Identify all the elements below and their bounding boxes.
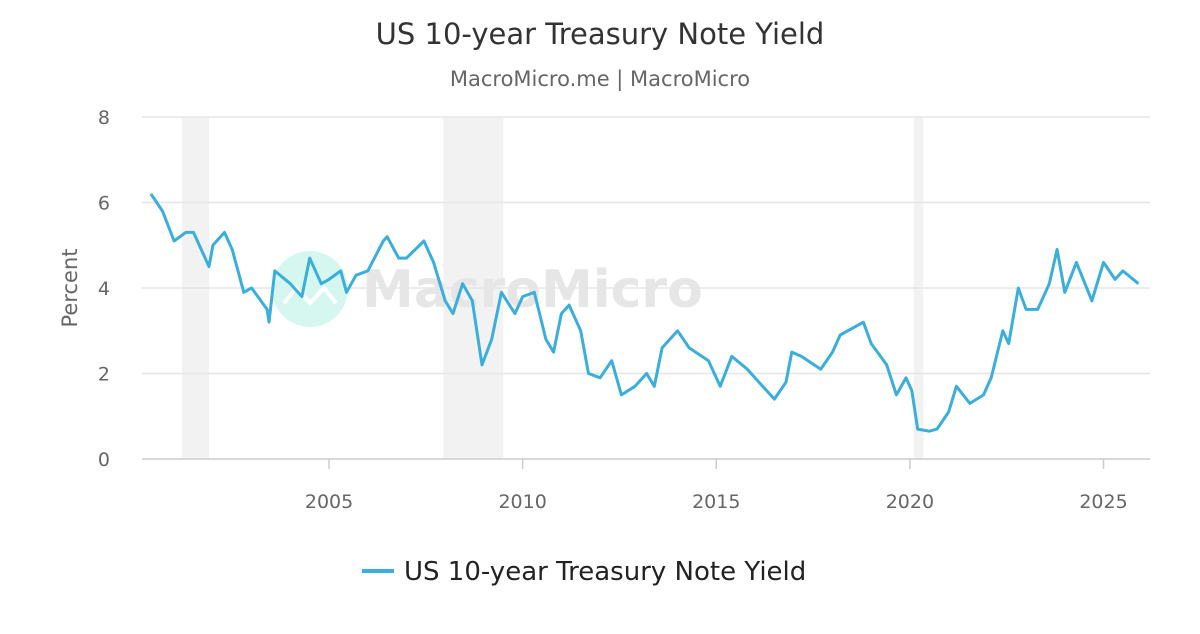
chart-title: US 10-year Treasury Note Yield	[376, 17, 825, 51]
watermark-logo-icon	[272, 251, 348, 327]
x-tick-label: 2025	[1079, 491, 1127, 513]
y-tick-label: 8	[98, 107, 110, 129]
x-axis: 2005 2010 2015 2020 2025	[305, 459, 1128, 513]
x-tick-label: 2010	[498, 491, 546, 513]
y-tick-label: 2	[98, 364, 110, 386]
series-line	[149, 193, 1140, 433]
x-tick-label: 2015	[692, 491, 740, 513]
y-tick-label: 6	[98, 193, 110, 215]
series-layer	[149, 193, 1140, 433]
watermark: MacroMicro	[272, 251, 703, 327]
y-axis-label: Percent	[58, 248, 82, 327]
legend[interactable]: US 10-year Treasury Note Yield	[362, 557, 806, 587]
y-tick-label: 0	[98, 449, 110, 471]
y-axis: 0 2 4 6 8	[98, 107, 110, 471]
chart-subtitle: MacroMicro.me | MacroMicro	[450, 67, 750, 92]
y-tick-label: 4	[98, 278, 110, 300]
x-tick-label: 2005	[305, 491, 353, 513]
watermark-logo-mark	[282, 284, 338, 306]
watermark-text: MacroMicro	[362, 260, 703, 320]
legend-label[interactable]: US 10-year Treasury Note Yield	[404, 557, 806, 587]
x-tick-label: 2020	[886, 491, 934, 513]
